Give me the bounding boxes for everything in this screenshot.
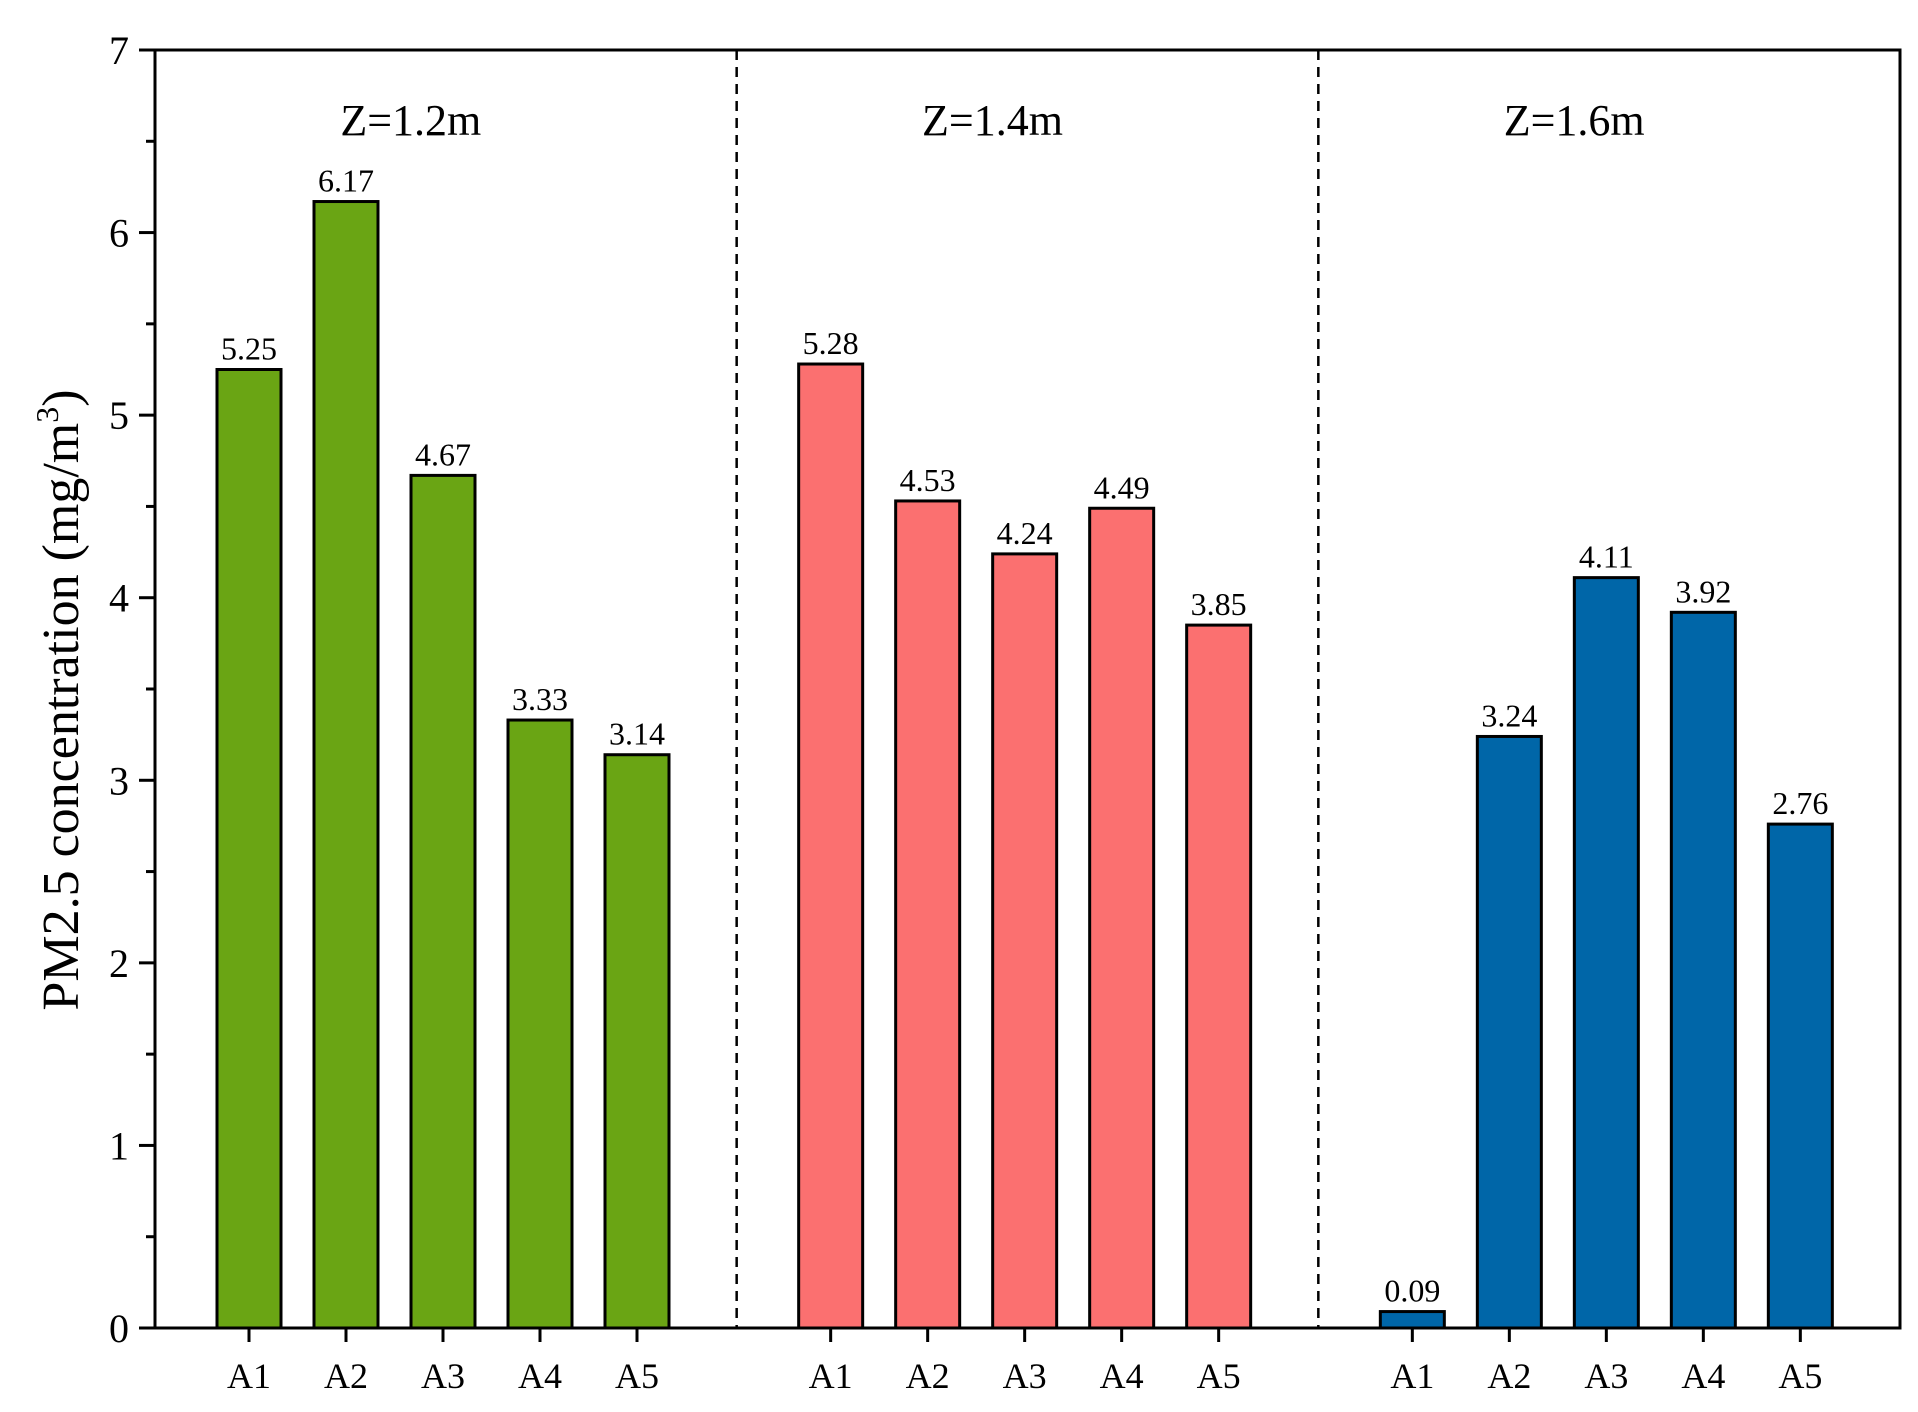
y-tick-label: 4: [109, 576, 129, 621]
panel-title: Z=1.6m: [1504, 96, 1645, 145]
x-category-label: A1: [1390, 1356, 1434, 1396]
y-tick-label: 2: [109, 941, 129, 986]
bar: [894, 499, 962, 1330]
bar-value-label: 5.25: [221, 331, 277, 367]
bar-value-label: 3.33: [512, 681, 568, 717]
y-tick-label: 6: [109, 211, 129, 256]
y-axis-title: PM2.5 concentration (mg/m3): [29, 389, 90, 1010]
bar-value-label: 4.49: [1094, 469, 1150, 505]
x-category-label: A1: [227, 1356, 271, 1396]
x-category-label: A4: [518, 1356, 562, 1396]
bar-value-label: 3.14: [609, 716, 665, 752]
bar-value-label: 4.24: [997, 515, 1053, 551]
bar: [1088, 506, 1156, 1330]
y-tick-label: 0: [109, 1306, 129, 1351]
bar: [1669, 610, 1737, 1330]
x-category-label: A5: [1197, 1356, 1241, 1396]
bar-value-label: 3.85: [1191, 586, 1247, 622]
y-tick-label: 1: [109, 1123, 129, 1168]
x-category-label: A3: [1584, 1356, 1628, 1396]
bar: [1766, 822, 1834, 1330]
x-category-label: A4: [1100, 1356, 1144, 1396]
x-category-label: A2: [1487, 1356, 1531, 1396]
y-tick-label: 5: [109, 393, 129, 438]
bar: [1475, 734, 1543, 1330]
bar-value-label: 4.11: [1579, 539, 1634, 575]
bar-value-label: 4.53: [900, 462, 956, 498]
bar: [1572, 576, 1640, 1330]
bar: [1185, 623, 1253, 1330]
labels-layer: Z=1.2m 5.25 A1 6.17 A2 4.67 A3 3.33 A4 3.14 A5 Z=1.…: [221, 96, 1828, 1396]
bars-layer: [215, 200, 1834, 1330]
x-category-label: A4: [1681, 1356, 1725, 1396]
y-axis-title-close: ): [33, 389, 90, 406]
bar: [215, 368, 283, 1330]
y-axis-title-main: PM2.5 concentration (mg/m: [33, 423, 90, 1011]
panel-title: Z=1.4m: [922, 96, 1063, 145]
y-tick-label: 3: [109, 758, 129, 803]
x-category-label: A2: [324, 1356, 368, 1396]
bar-value-label: 4.67: [415, 436, 471, 472]
bar-value-label: 0.09: [1384, 1273, 1440, 1309]
x-category-label: A3: [1003, 1356, 1047, 1396]
bar: [506, 718, 574, 1330]
bar: [409, 473, 477, 1330]
bar-value-label: 2.76: [1772, 785, 1828, 821]
bar-value-label: 3.24: [1481, 697, 1537, 733]
bar-value-label: 5.28: [803, 325, 859, 361]
y-axis-title-superscript: 3: [29, 407, 65, 423]
bar: [1378, 1310, 1446, 1330]
x-category-label: A1: [809, 1356, 853, 1396]
x-category-label: A5: [615, 1356, 659, 1396]
bar: [797, 362, 865, 1330]
bar: [991, 552, 1059, 1330]
bar: [603, 753, 671, 1330]
panel-title: Z=1.2m: [340, 96, 481, 145]
x-category-label: A2: [906, 1356, 950, 1396]
x-category-label: A3: [421, 1356, 465, 1396]
y-tick-label: 7: [109, 28, 129, 73]
bar-value-label: 3.92: [1675, 573, 1731, 609]
bar: [312, 200, 380, 1330]
bar-value-label: 6.17: [318, 163, 374, 199]
x-category-label: A5: [1778, 1356, 1822, 1396]
